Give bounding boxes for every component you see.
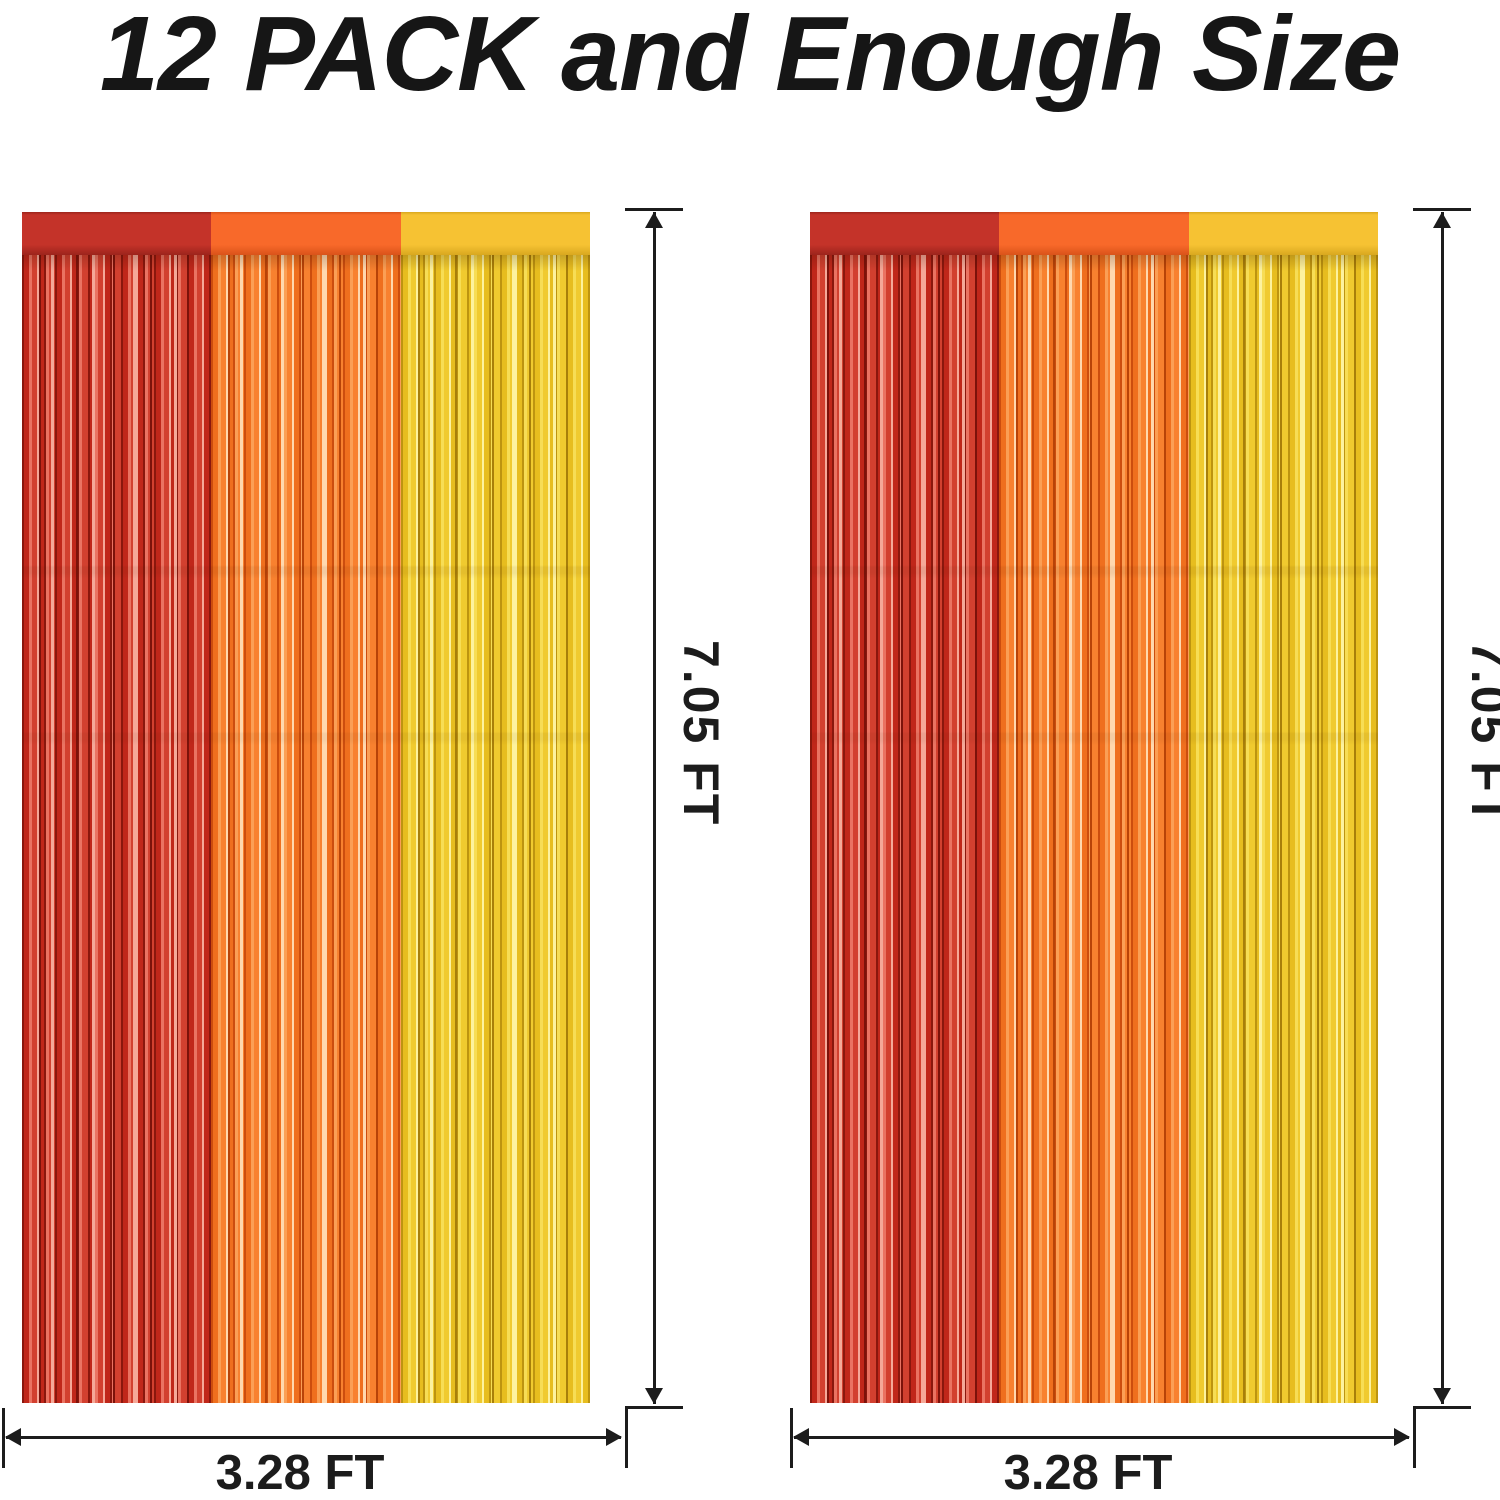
height-dim-top-cap <box>1413 208 1471 211</box>
arrow-down-icon <box>645 1388 663 1404</box>
curtain-panel-orange <box>211 212 401 1403</box>
header-strip-orange <box>999 212 1189 255</box>
height-dim-bottom-cap <box>625 1406 683 1409</box>
curtain-panel-yellow <box>400 212 590 1403</box>
height-dim-top-cap <box>625 208 683 211</box>
header-strip-yellow <box>1188 212 1378 255</box>
header-strip-red <box>22 212 212 255</box>
fringe-red <box>22 255 212 1403</box>
arrow-up-icon <box>1433 212 1451 228</box>
height-label: 7.05 FT <box>1461 640 1500 827</box>
height-dim-line <box>1441 212 1444 1404</box>
arrow-right-icon <box>1394 1428 1410 1446</box>
fringe-orange <box>211 255 401 1403</box>
header-strip-yellow <box>400 212 590 255</box>
arrow-right-icon <box>606 1428 622 1446</box>
header-strip-orange <box>211 212 401 255</box>
fringe-orange <box>999 255 1189 1403</box>
fringe-red <box>810 255 1000 1403</box>
width-dim-left-tick <box>2 1408 5 1468</box>
arrow-down-icon <box>1433 1388 1451 1404</box>
height-dim-line <box>653 212 656 1404</box>
width-dim-right-tick <box>1413 1408 1416 1468</box>
arrow-left-icon <box>793 1428 809 1446</box>
page-title: 12 PACK and Enough Size <box>99 0 1401 113</box>
width-dim-left-tick <box>790 1408 793 1468</box>
width-dim-line <box>6 1436 621 1439</box>
arrow-up-icon <box>645 212 663 228</box>
curtain-panel-yellow <box>1188 212 1378 1403</box>
width-label: 3.28 FT <box>215 1446 385 1500</box>
curtain-panel-orange <box>999 212 1189 1403</box>
fringe-yellow <box>400 255 590 1403</box>
arrow-left-icon <box>5 1428 21 1446</box>
width-dim-line <box>794 1436 1409 1439</box>
height-dim-bottom-cap <box>1413 1406 1471 1409</box>
width-dim-right-tick <box>625 1408 628 1468</box>
curtain-unit-2: 7.05 FT 3.28 FT <box>788 208 1500 1499</box>
curtain-unit-1: 7.05 FT 3.28 FT <box>0 208 729 1499</box>
curtain-panel-red <box>810 212 1000 1403</box>
curtain-2 <box>810 212 1378 1403</box>
width-label: 3.28 FT <box>1003 1446 1173 1500</box>
fringe-yellow <box>1188 255 1378 1403</box>
curtain-1 <box>22 212 590 1403</box>
curtain-panel-red <box>22 212 212 1403</box>
height-label: 7.05 FT <box>673 640 729 827</box>
header-strip-red <box>810 212 1000 255</box>
